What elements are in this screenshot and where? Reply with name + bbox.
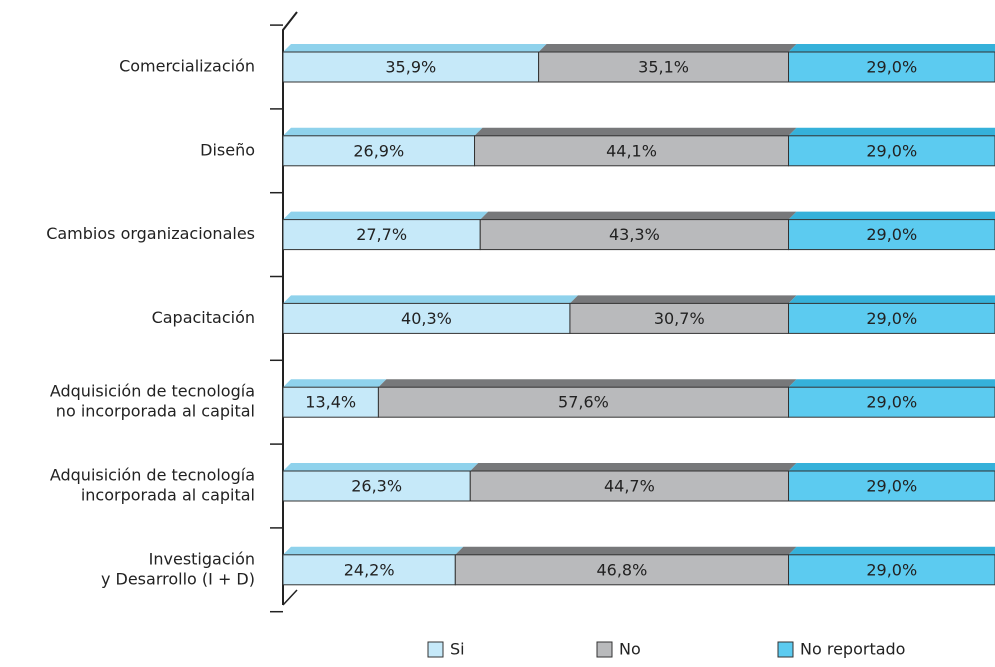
bar-segment (538, 51, 790, 83)
bar-segment (788, 51, 995, 83)
bar-top (788, 379, 995, 388)
bar-top (455, 546, 797, 555)
bar-segment (788, 554, 995, 586)
value-label: 29,0% (866, 141, 917, 160)
value-label: 29,0% (866, 393, 917, 412)
bar-segment (788, 386, 995, 418)
bar-segment (469, 470, 790, 502)
value-label: 57,6% (558, 393, 609, 412)
value-label: 24,2% (344, 560, 395, 579)
value-label: 26,9% (353, 141, 404, 160)
legend-swatch (427, 641, 444, 658)
bar-top (283, 379, 387, 388)
legend-label: No reportado (800, 640, 905, 659)
bar-top (283, 546, 464, 555)
category-label: Cambios organizacionales (46, 224, 255, 243)
category-label: Capacitación (152, 308, 255, 327)
legend-swatch (777, 641, 794, 658)
value-label: 30,7% (654, 309, 705, 328)
category-label: Investigación (149, 549, 255, 568)
bar-segment (788, 219, 995, 251)
value-label: 27,7% (356, 225, 407, 244)
bar-segment (282, 135, 476, 167)
bar-top (788, 44, 995, 52)
value-label: 35,1% (638, 58, 689, 77)
legend-label: Si (450, 640, 465, 659)
bar-segment (788, 470, 995, 502)
bar-segment (282, 554, 456, 586)
legend-swatch (596, 641, 613, 658)
bar-top (788, 546, 995, 555)
value-label: 13,4% (305, 393, 356, 412)
category-label: y Desarrollo (I + D) (101, 569, 255, 588)
bar-top (283, 211, 489, 220)
bar-top (474, 127, 797, 136)
bar-segment (282, 470, 471, 502)
value-label: 46,8% (596, 560, 647, 579)
bar-top (788, 127, 995, 136)
axis-wall (282, 589, 298, 606)
bar-top (283, 127, 483, 136)
bar-top (480, 211, 797, 220)
bar-segment (474, 135, 790, 167)
bar-top (378, 379, 797, 388)
bar-top (283, 295, 578, 304)
value-label: 29,0% (866, 309, 917, 328)
value-label: 26,3% (351, 477, 402, 496)
category-label: no incorporada al capital (56, 402, 255, 421)
value-label: 29,0% (866, 560, 917, 579)
bar-segment (377, 386, 790, 418)
bar-segment (788, 302, 995, 334)
bar-top (470, 463, 797, 471)
bar-top (538, 44, 797, 52)
value-label: 44,7% (604, 477, 655, 496)
bar-top (788, 211, 995, 220)
value-label: 44,1% (606, 141, 657, 160)
legend-label: No (619, 640, 641, 659)
bar-top (569, 295, 797, 304)
bar-segment (788, 135, 995, 167)
bar-top (283, 463, 479, 471)
bar-segment (479, 219, 790, 251)
value-label: 29,0% (866, 477, 917, 496)
bar-top (283, 44, 547, 52)
bar-segment (569, 302, 790, 334)
category-label: Diseño (200, 140, 255, 159)
value-label: 29,0% (866, 225, 917, 244)
bar-top (788, 295, 995, 304)
bar-segment (454, 554, 790, 586)
category-label: Adquisición de tecnología (50, 382, 255, 401)
value-label: 29,0% (866, 58, 917, 77)
value-label: 35,9% (385, 58, 436, 77)
category-label: Adquisición de tecnología (50, 466, 255, 485)
value-label: 40,3% (401, 309, 452, 328)
bar-top (788, 463, 995, 471)
value-label: 43,3% (609, 225, 660, 244)
category-label: incorporada al capital (81, 486, 255, 505)
category-label: Comercialización (119, 57, 255, 76)
